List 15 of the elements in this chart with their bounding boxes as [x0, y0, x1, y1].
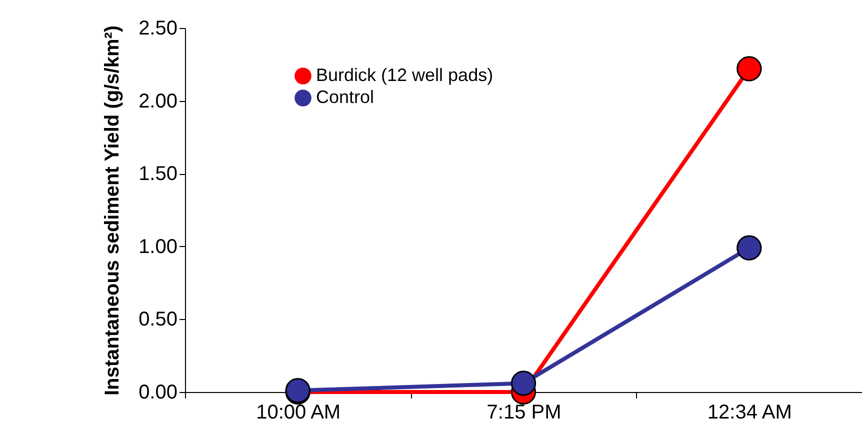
- y-tick-label: 2.00: [138, 90, 178, 112]
- y-tick-label: 1.00: [138, 236, 178, 258]
- x-tick-label: 7:15 PM: [486, 402, 562, 424]
- legend-label: Control: [316, 87, 374, 107]
- point: [736, 56, 762, 82]
- y-tick-label: 0.50: [138, 308, 178, 331]
- x-tick-label: 10:00 AM: [256, 402, 341, 424]
- legend-label: Burdick (12 well pads): [316, 65, 494, 85]
- x-tick-label: 12:34 AM: [707, 402, 792, 424]
- y-tick-label: 0.00: [138, 382, 178, 404]
- y-tick-label: 1.50: [138, 163, 178, 186]
- y-tick-label: 2.50: [138, 18, 178, 40]
- point: [510, 370, 536, 396]
- point: [736, 235, 762, 260]
- y-axis-title: Instantaneous sediment Yield (g/s/km²): [102, 25, 124, 396]
